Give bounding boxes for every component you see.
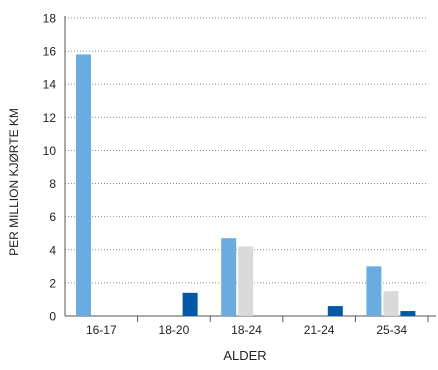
y-tick-label: 10 [43,144,57,158]
y-tick-label: 4 [49,243,56,257]
y-tick-label: 18 [43,12,57,26]
x-tick-label: 16-17 [86,323,117,337]
y-tick-label: 16 [43,45,57,59]
bar [238,246,254,316]
y-tick-label: 12 [43,111,57,125]
bar [366,266,382,316]
gridlines [65,17,428,284]
bar [76,54,91,317]
bar [400,311,416,316]
bar [182,292,198,316]
y-axis-label: PER MILLION KJØRTE KM [7,108,21,256]
y-tick-label: 0 [49,310,56,324]
bar [383,291,399,316]
x-axis-label: ALDER [223,348,266,363]
x-tick-label: 25-34 [376,323,407,337]
y-tick-label: 6 [49,210,56,224]
x-tick-label: 21-24 [304,323,335,337]
x-tick-label: 18-20 [159,323,190,337]
bars [76,54,416,317]
y-tick-label: 14 [43,78,57,92]
bar [327,306,343,316]
x-tick-label: 18-24 [231,323,262,337]
bar [221,238,237,316]
tick-labels: 0 2 4 6 8 10 12 14 16 18 16-17 18-20 18-24 21-24 25-34 [43,12,408,338]
y-tick-label: 2 [49,276,56,290]
y-tick-label: 8 [49,177,56,191]
